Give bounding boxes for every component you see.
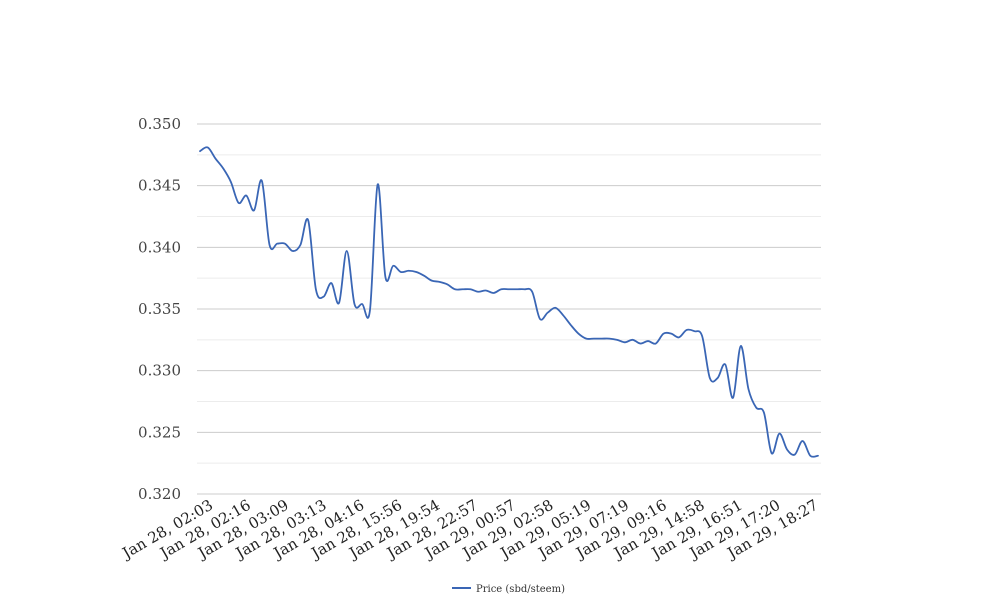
- y-tick-label: 0.335: [138, 300, 181, 318]
- y-tick-label: 0.340: [138, 238, 181, 256]
- legend: Price (sbd/steem): [452, 584, 565, 595]
- y-tick-label: 0.325: [138, 423, 181, 441]
- y-tick-label: 0.350: [138, 115, 181, 133]
- plot-area: [199, 146, 819, 458]
- legend-label: Price (sbd/steem): [476, 584, 565, 595]
- grid-lines: [197, 123, 821, 495]
- series-line-price: [199, 146, 819, 458]
- y-tick-label: 0.345: [138, 177, 181, 195]
- y-tick-label: 0.320: [138, 485, 181, 503]
- y-axis: 0.320 0.325 0.330 0.335 0.340 0.345 0.350: [138, 115, 181, 503]
- y-tick-label: 0.330: [138, 362, 181, 380]
